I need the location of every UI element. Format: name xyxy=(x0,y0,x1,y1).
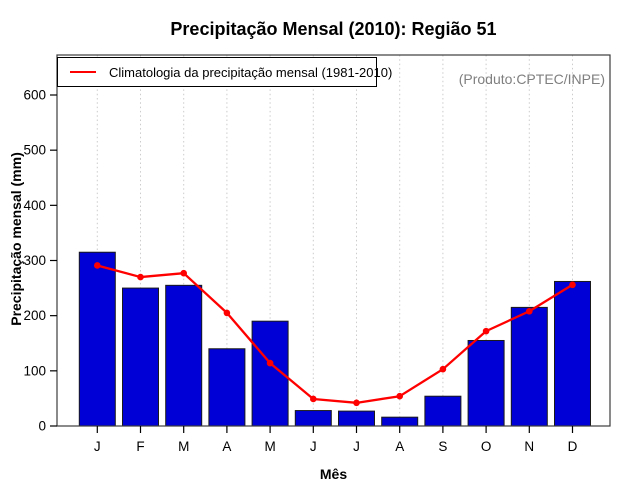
climatology-point-A-7 xyxy=(396,392,404,400)
bar-O-9 xyxy=(467,339,505,427)
climatology-point-O-9 xyxy=(482,327,490,335)
climatology-point-D-11 xyxy=(569,281,576,289)
bar-D-11 xyxy=(554,280,591,427)
climatology-point-J-5 xyxy=(310,395,317,403)
producer-credit: (Produto:CPTEC/INPE) xyxy=(458,71,605,87)
climatology-point-A-3 xyxy=(223,309,231,317)
y-tick-label-100: 100 xyxy=(23,363,46,378)
chart-title: Precipitação Mensal (2010): Região 51 xyxy=(170,19,497,39)
legend-label: Climatologia da precipitação mensal (198… xyxy=(109,64,393,80)
bar-A-3 xyxy=(208,348,246,427)
bar-J-0 xyxy=(78,251,116,427)
bar-S-8 xyxy=(424,395,462,427)
x-tick-label-5: J xyxy=(310,439,317,454)
bar-J-6 xyxy=(338,410,375,427)
plot-box xyxy=(56,54,611,427)
y-tick-label-300: 300 xyxy=(23,253,46,268)
y-axis-title: Precipitação mensal (mm) xyxy=(8,152,24,326)
climatology-point-S-8 xyxy=(439,365,447,373)
x-tick-label-0: J xyxy=(94,439,101,454)
x-tick-label-4: M xyxy=(264,439,275,454)
x-tick-label-3: A xyxy=(222,439,231,454)
climatology-point-M-2 xyxy=(180,269,187,277)
climatology-point-F-1 xyxy=(137,273,144,281)
y-tick-label-600: 600 xyxy=(23,88,46,103)
climatology-point-J-0 xyxy=(94,262,101,269)
x-tick-label-8: S xyxy=(438,439,447,454)
legend: Climatologia da precipitação mensal (198… xyxy=(57,57,392,87)
bar-J-5 xyxy=(294,410,332,427)
y-tick-label-200: 200 xyxy=(23,308,46,323)
x-tick-label-2: M xyxy=(178,439,189,454)
x-tick-label-10: N xyxy=(524,439,534,454)
legend-line-sample xyxy=(70,71,96,73)
y-tick-label-500: 500 xyxy=(23,143,46,158)
x-tick-label-11: D xyxy=(568,439,578,454)
x-tick-label-9: O xyxy=(481,439,492,454)
bar-M-2 xyxy=(165,284,203,427)
y-tick-label-0: 0 xyxy=(38,419,46,434)
x-tick-label-1: F xyxy=(136,439,144,454)
y-tick-label-400: 400 xyxy=(23,198,46,213)
bar-A-7 xyxy=(381,416,419,427)
x-tick-label-6: J xyxy=(353,439,360,454)
climatology-point-N-10 xyxy=(526,307,533,315)
climatology-line xyxy=(96,264,574,404)
climatology-point-J-6 xyxy=(353,399,360,407)
bar-F-1 xyxy=(122,287,159,427)
climatology-point-M-4 xyxy=(266,359,274,367)
x-tick-label-7: A xyxy=(395,439,404,454)
x-axis-title: Mês xyxy=(319,466,348,482)
bar-N-10 xyxy=(510,306,548,427)
